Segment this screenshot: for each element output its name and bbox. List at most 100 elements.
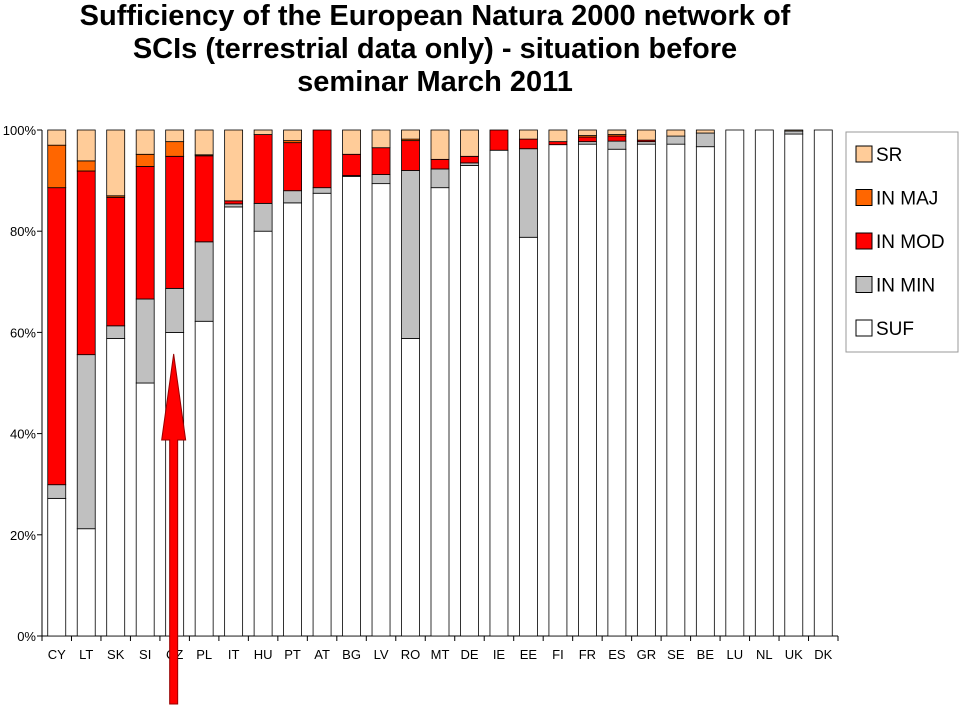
x-tick-label-lv: LV [374,647,389,662]
y-tick-label: 60% [10,325,36,340]
bar-segment-be-in-min [695,132,715,148]
bar-segment-se-suf [666,143,686,637]
bar-segment-ee-in-mod [519,138,538,150]
bar-segment-hu-sr [253,129,273,135]
bar-segment-cz-in-maj [165,141,185,157]
x-tick-label-it: IT [228,647,240,662]
x-tick-label-lu: LU [727,647,744,662]
bar-segment-pt-suf [283,202,302,637]
bar-segment-lv-suf [371,183,391,637]
bar-segment-lv-sr [371,129,391,149]
bar-segment-pl-in-min [194,241,214,322]
bar-segment-es-in-mod [607,135,627,142]
x-tick-label-pl: PL [196,647,212,662]
x-tick-label-nl: NL [756,647,773,662]
annotation-arrow [161,353,187,705]
bar-segment-si-in-min [135,298,155,384]
bar-segment-mt-suf [430,187,450,637]
bar-segment-cy-in-min [47,484,67,499]
bar-segment-es-suf [607,148,627,637]
bar-segment-pl-in-mod [194,155,214,243]
bar-segment-si-in-maj [135,153,155,167]
x-tick-label-ie: IE [493,647,506,662]
x-tick-label-sk: SK [107,647,125,662]
bar-segment-lt-in-mod [76,170,96,356]
bar-segment-sk-sr [106,129,126,197]
bar-segment-gr-sr [636,129,656,141]
x-tick-label-si: SI [139,647,151,662]
bar-segment-sk-suf [106,338,126,637]
bar-segment-hu-in-mod [253,134,273,204]
bar-segment-sk-in-mod [106,196,126,327]
y-tick-label: 0% [17,629,36,644]
x-tick-label-cy: CY [48,647,66,662]
title-line-1: Sufficiency of the European Natura 2000 … [79,0,791,32]
bar-segment-it-in-mod [224,200,244,205]
bar-segment-lt-sr [76,129,96,162]
bar-segment-dk-suf [813,129,833,637]
bar-segment-lv-in-min [371,174,391,185]
x-tick-label-es: ES [608,647,626,662]
bar-segment-cz-in-mod [165,155,185,289]
legend-swatch-sr [855,145,873,163]
legend-label-sr: SR [876,145,902,166]
x-tick-label-se: SE [667,647,685,662]
bar-segment-ee-in-min [519,148,538,238]
title-line-2: SCIs (terrestrial data only) - situation… [132,33,738,65]
bar-segment-mt-in-min [430,168,450,189]
bar-segment-it-suf [224,206,244,637]
bar-segment-pl-suf [194,320,214,637]
bar-segment-lt-in-min [76,354,96,530]
bar-segment-fi-in-mod [548,141,568,146]
bar-segment-hu-in-min [253,202,273,232]
bar-segment-ro-suf [401,338,420,637]
x-tick-label-de: DE [460,647,478,662]
bar-segment-fr-suf [578,143,597,637]
x-tick-label-bg: BG [342,647,361,662]
bar-segment-cz-sr [165,129,185,143]
x-tick-label-mt: MT [431,647,450,662]
y-tick-label: 40% [10,427,36,442]
legend-label-suf: SUF [876,319,914,340]
legend-label-in-min: IN MIN [876,276,935,297]
x-tick-label-pt: PT [284,647,301,662]
x-tick-label-be: BE [697,647,715,662]
bar-segment-fi-suf [548,144,568,637]
bar-segment-ro-in-mod [401,140,420,171]
y-tick-label: 20% [10,528,36,543]
y-tick-label: 100% [3,123,37,138]
bar-segment-ro-sr [401,129,420,140]
legend: SR IN MAJ IN MOD IN MIN SUF [845,131,959,353]
bar-segment-cy-sr [47,129,67,146]
x-tick-labels: CYLTSKSICZPLITHUPTATBGLVROMTDEIEEEFIFRES… [48,647,833,662]
bar-segment-nl-suf [754,129,774,637]
bar-segment-uk-sr [784,129,804,132]
legend-swatch-in-min [855,276,873,293]
y-tick-label: 80% [10,224,36,239]
bar-segment-ie-suf [489,149,509,637]
legend-label-in-maj: IN MAJ [876,189,938,210]
bar-segment-cy-suf [47,497,67,637]
arrow-annotation [161,353,187,705]
chart-bars [47,129,833,637]
bar-segment-de-suf [460,165,479,637]
bar-segment-lu-suf [725,129,745,637]
bar-segment-pl-sr [194,129,214,156]
bar-segment-sk-in-min [106,325,126,339]
bar-segment-se-in-min [666,135,686,145]
legend-swatch-suf [855,319,873,337]
x-tick-label-dk: DK [814,647,832,662]
x-tick-label-ee: EE [520,647,538,662]
bar-segment-ee-suf [519,236,538,637]
bar-segment-lv-in-mod [371,147,391,175]
bar-segment-mt-in-mod [430,158,450,170]
legend-label-in-mod: IN MOD [876,232,945,253]
bar-segment-de-in-mod [460,155,479,164]
bar-segment-ie-in-mod [489,129,509,151]
x-tick-label-hu: HU [254,647,273,662]
chart-title: Sufficiency of the European Natura 2000 … [0,0,870,99]
bar-segment-at-in-min [312,187,332,194]
bar-segment-es-sr [607,129,627,135]
bar-segment-cy-in-maj [47,144,67,189]
